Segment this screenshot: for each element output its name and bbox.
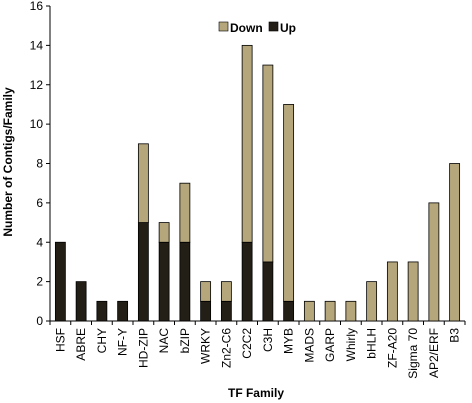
y-ticks: 0 2 4 6 8 10 12 14 16 [30,0,50,328]
y-tick-label: 10 [30,117,44,131]
x-tick-label: HD-ZIP [136,328,150,368]
bar-up-hsf [54,241,66,322]
bar-up-nf-y [117,300,129,322]
y-tick-label: 6 [36,196,43,210]
bar-up-bzip [179,241,191,322]
bar-up-wrky [200,300,212,322]
x-axis-title: TF Family [228,386,284,400]
y-tick-label: 4 [36,235,43,249]
bar-up-c2c2 [241,241,253,322]
y-tick-label: 12 [30,78,44,92]
x-tick-label: GARP [323,328,337,362]
axes [49,6,465,322]
x-tick-label: HSF [53,328,67,352]
y-tick-label: 14 [30,38,44,52]
x-tick-label: MYB [282,328,296,354]
x-ticks: HSF ABRE CHY NF-Y HD-ZIP NAC bZIP WRKY Zn2-C6 C2C… [49,321,466,379]
x-tick-label: CHY [95,328,109,353]
y-tick-label: 0 [36,314,43,328]
x-tick-label: Sigma 70 [406,328,420,379]
x-tick-label: B3 [448,328,462,343]
x-tick-label: Whirly [344,328,358,361]
bar-down-nac [158,222,170,243]
x-tick-label: Zn2-C6 [219,328,233,368]
bar-up-nac [158,241,170,322]
y-tick-label: 8 [36,157,43,171]
bar-down-ap2-erf [428,202,440,322]
bar-down-sigma-70 [407,261,419,322]
bar-down-bzip [179,182,191,243]
x-tick-label: ZF-A20 [385,328,399,368]
bar-up-zn2-c6 [220,300,232,322]
bar-down-myb [283,104,295,302]
bar-down-garp [324,300,336,322]
bar-down-whirly [345,300,357,322]
legend-swatch-down [218,21,229,32]
y-axis-title: Number of Contigs/Family [1,87,15,237]
x-tick-label: C3H [261,328,275,352]
x-tick-label: MADS [302,328,316,363]
bar-up-hd-zip [137,222,149,322]
legend-swatch-up [268,21,279,32]
x-tick-label: bHLH [365,328,379,359]
bar-up-abre [75,281,87,322]
bar-down-bhlh [366,281,378,322]
x-tick-label: NF-Y [116,328,130,356]
bar-down-mads [303,300,315,322]
x-tick-label: bZIP [178,328,192,353]
bar-up-myb [283,300,295,322]
y-tick-label: 16 [30,0,44,13]
bar-down-c2c2 [241,44,253,243]
bar-down-zf-a20 [386,261,398,322]
x-tick-label: C2C2 [240,328,254,359]
legend-label-up: Up [280,21,296,35]
bar-down-b3 [449,163,461,322]
bar-up-c3h [262,261,274,322]
legend-label-down: Down [230,21,263,35]
x-tick-label: AP2/ERF [427,328,441,378]
x-tick-label: ABRE [74,328,88,361]
bar-down-zn2-c6 [220,281,232,302]
legend: Down Up [218,21,296,35]
bar-down-wrky [200,281,212,302]
x-tick-label: WRKY [199,328,213,364]
y-tick-label: 2 [36,275,43,289]
bar-up-chy [96,300,108,322]
x-tick-label: NAC [157,328,171,354]
bars [54,44,461,322]
bar-down-c3h [262,64,274,263]
bar-down-hd-zip [137,143,149,223]
